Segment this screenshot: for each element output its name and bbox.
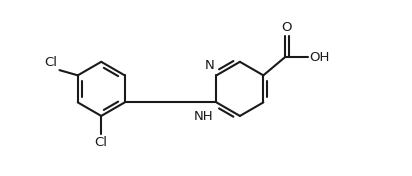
Text: Cl: Cl bbox=[95, 136, 108, 149]
Text: OH: OH bbox=[309, 51, 329, 64]
Text: Cl: Cl bbox=[45, 56, 58, 69]
Text: N: N bbox=[204, 59, 214, 72]
Text: O: O bbox=[282, 21, 292, 34]
Text: NH: NH bbox=[194, 110, 213, 123]
